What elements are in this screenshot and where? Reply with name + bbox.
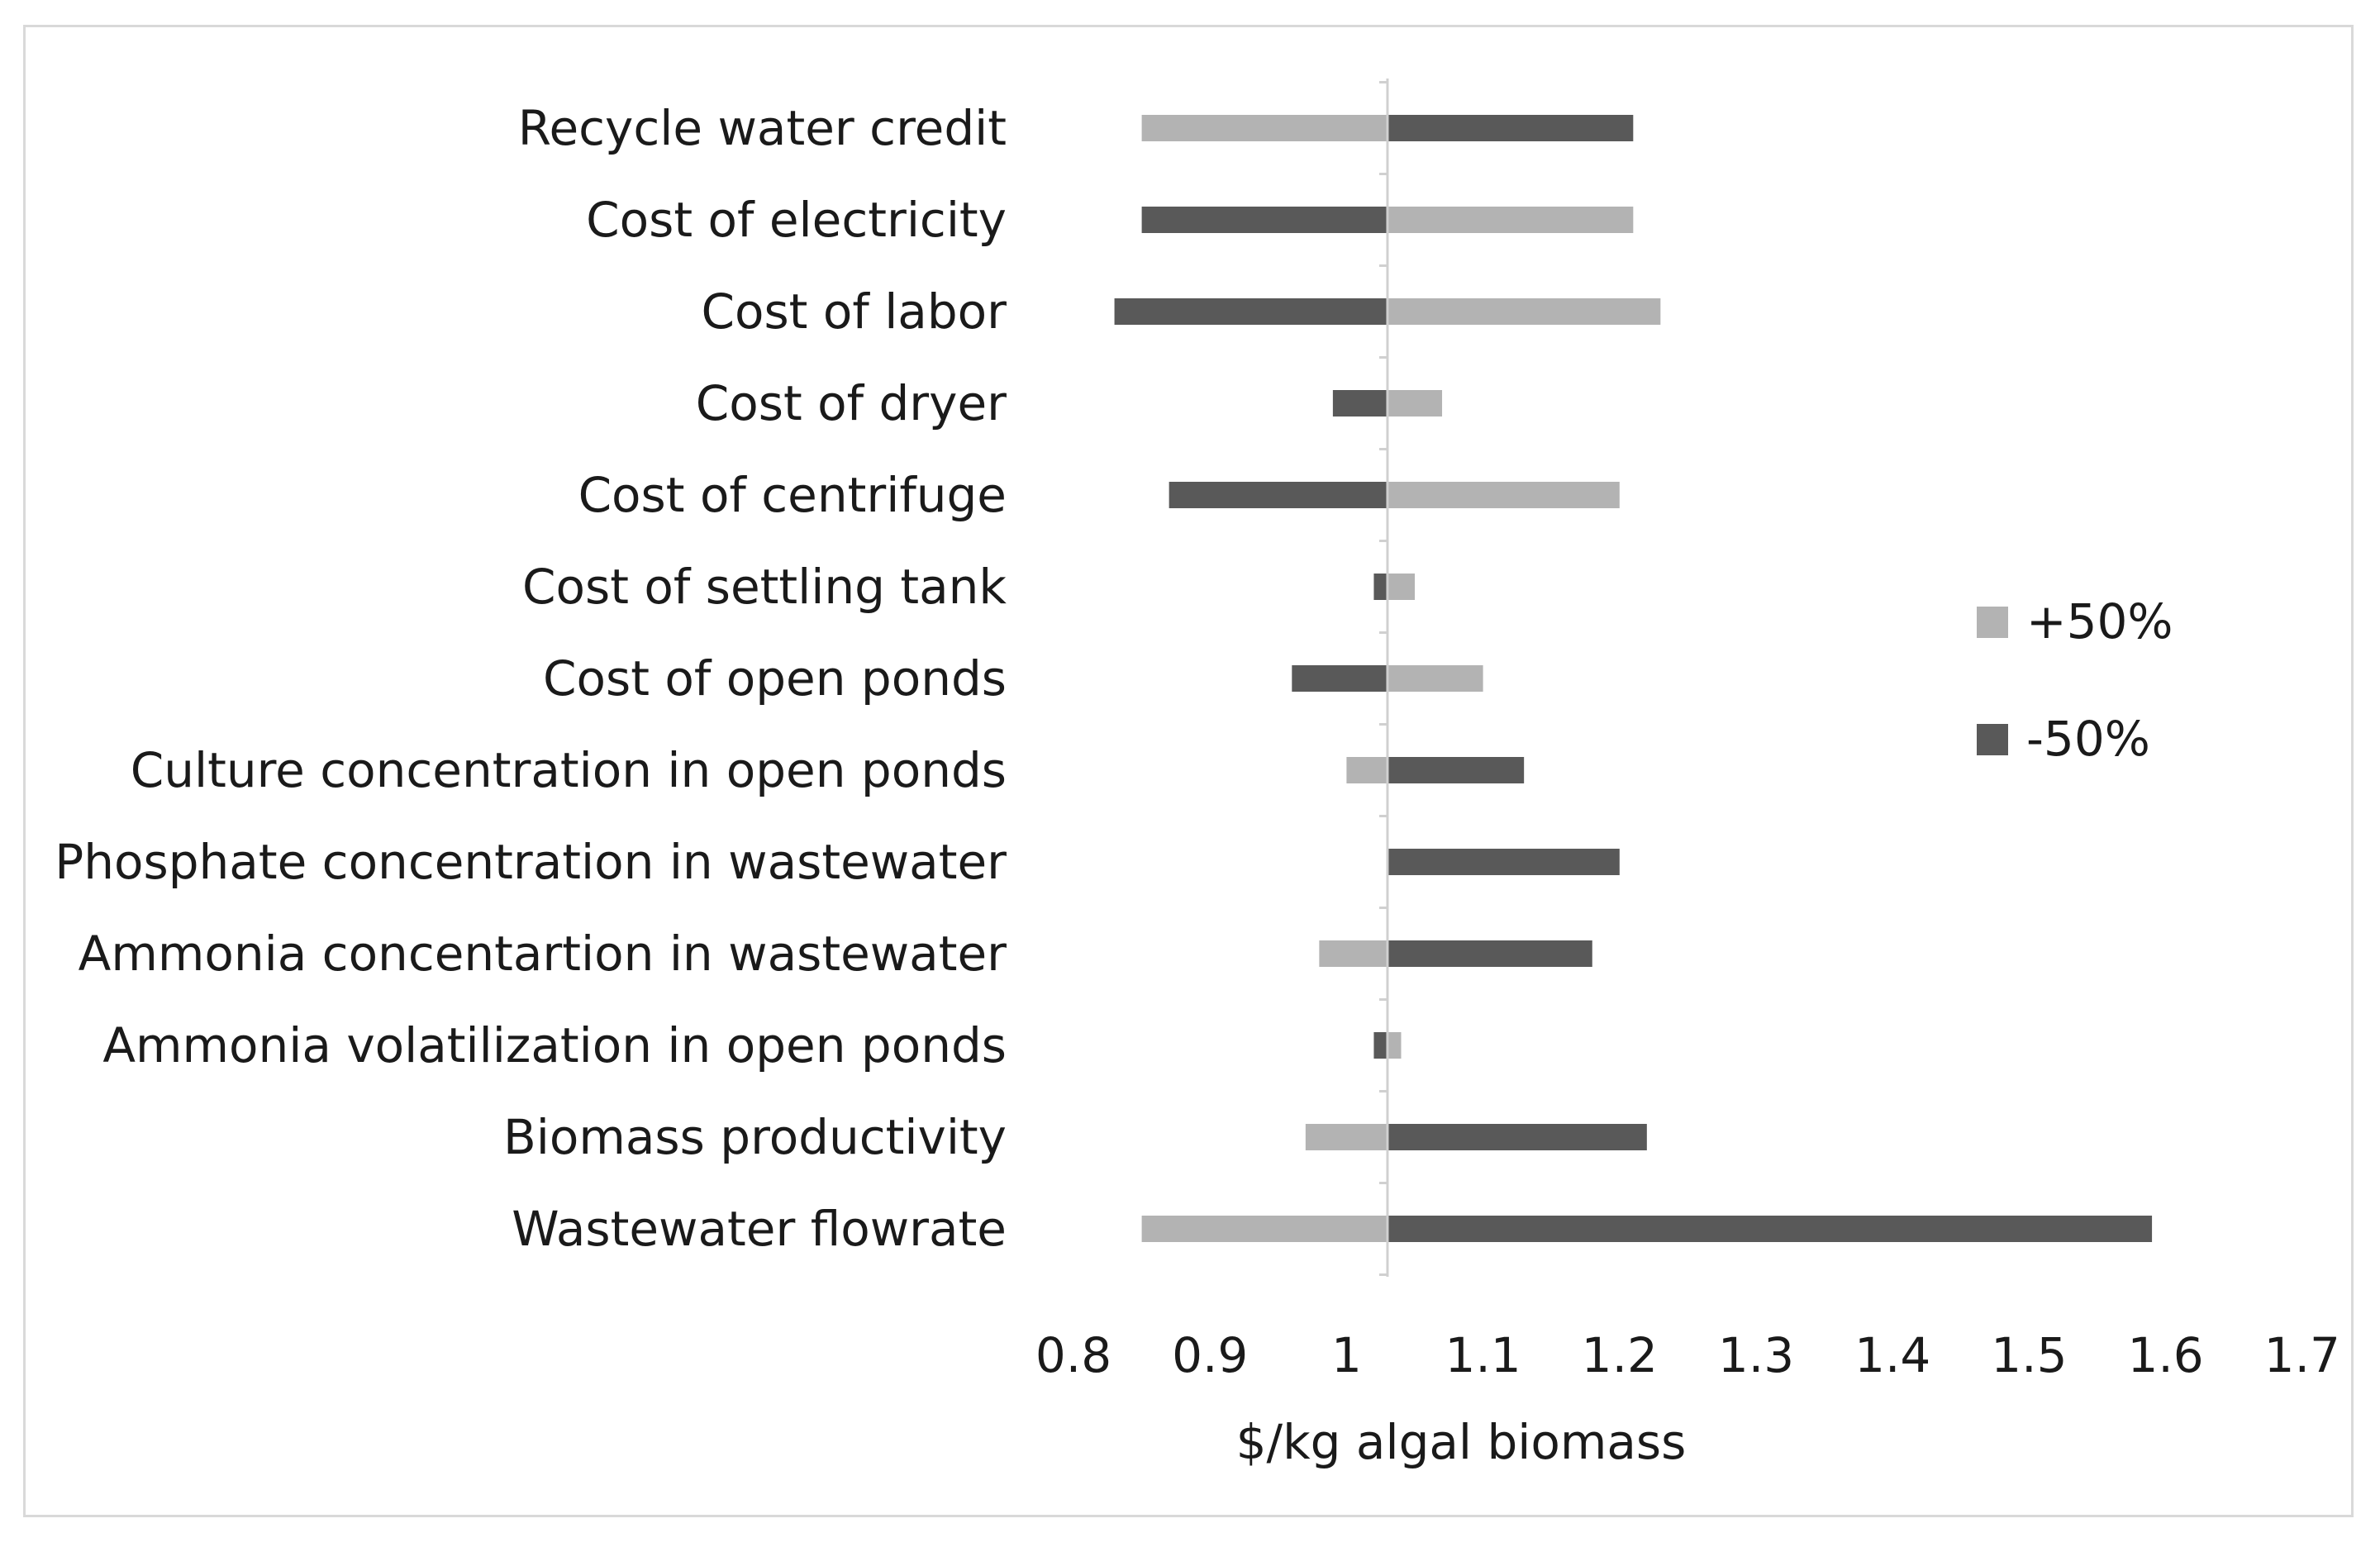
category-label: Biomass productivity	[503, 1109, 1007, 1165]
bar-minus50-11	[1387, 1124, 1647, 1150]
category-label: Cost of electricity	[586, 192, 1007, 248]
category-label: Cost of centrifuge	[578, 467, 1007, 523]
category-label: Culture concentration in open ponds	[131, 742, 1007, 798]
bar-plus50-2	[1387, 298, 1661, 325]
x-axis-title: $/kg algal biomass	[1236, 1414, 1687, 1470]
legend: +50% -50%	[1977, 593, 2173, 767]
bar-minus50-10	[1373, 1032, 1388, 1059]
category-label: Ammonia volatilization in open ponds	[102, 1017, 1007, 1073]
legend-label-minus50: -50%	[2026, 711, 2150, 767]
category-label: Cost of dryer	[696, 375, 1007, 431]
category-label: Wastewater flowrate	[512, 1201, 1007, 1257]
bar-minus50-9	[1387, 940, 1592, 967]
x-tick-label: 1	[1331, 1327, 1362, 1383]
bar-plus50-11	[1305, 1124, 1388, 1150]
bar-minus50-6	[1292, 665, 1388, 692]
category-label: Phosphate concentration in wastewater	[55, 834, 1007, 890]
x-tick-label: 1.2	[1582, 1327, 1658, 1383]
x-tick-label: 1.7	[2264, 1327, 2340, 1383]
bar-plus50-5	[1387, 574, 1415, 600]
bar-plus50-6	[1387, 665, 1483, 692]
x-tick-label: 1.3	[1718, 1327, 1794, 1383]
legend-swatch-minus50	[1977, 724, 2008, 755]
x-tick-label: 1.4	[1854, 1327, 1930, 1383]
category-labels: Recycle water credit Cost of electricity C…	[55, 100, 1007, 1257]
bar-minus50-4	[1169, 482, 1388, 508]
bar-plus50-9	[1319, 940, 1388, 967]
legend-label-plus50: +50%	[2026, 593, 2173, 650]
bar-minus50-1	[1141, 207, 1388, 233]
bar-plus50-4	[1387, 482, 1620, 508]
x-tick-labels: 0.8 0.9 1 1.1 1.2 1.3 1.4 1.5 1.6 1.7	[1035, 1327, 2340, 1383]
x-tick-label: 1.5	[1991, 1327, 2067, 1383]
bar-minus50-8	[1387, 849, 1620, 875]
bar-minus50-3	[1332, 390, 1388, 416]
bar-minus50-7	[1387, 757, 1525, 783]
bar-minus50-12	[1387, 1216, 2153, 1242]
category-label: Cost of open ponds	[543, 650, 1007, 707]
x-tick-label: 1.6	[2127, 1327, 2203, 1383]
bar-plus50-0	[1141, 115, 1388, 141]
bar-plus50-3	[1387, 390, 1443, 416]
bar-plus50-10	[1387, 1032, 1402, 1059]
baseline-ticks	[1378, 81, 1388, 1276]
bar-plus50-12	[1141, 1216, 1388, 1242]
bar-plus50-1	[1387, 207, 1634, 233]
x-tick-label: 0.9	[1172, 1327, 1248, 1383]
bar-minus50-2	[1114, 298, 1388, 325]
category-label: Cost of settling tank	[522, 559, 1007, 615]
category-label: Recycle water credit	[518, 100, 1007, 156]
chart-frame	[23, 25, 2354, 1517]
x-tick-label: 1.1	[1445, 1327, 1521, 1383]
x-tick-label: 0.8	[1035, 1327, 1111, 1383]
bar-minus50-0	[1387, 115, 1634, 141]
bars-layer	[1114, 115, 2153, 1242]
category-label: Ammonia concentartion in wastewater	[79, 926, 1007, 982]
bar-plus50-7	[1346, 757, 1388, 783]
bar-minus50-5	[1373, 574, 1388, 600]
legend-swatch-plus50	[1977, 607, 2008, 638]
category-label: Cost of labor	[701, 283, 1007, 340]
